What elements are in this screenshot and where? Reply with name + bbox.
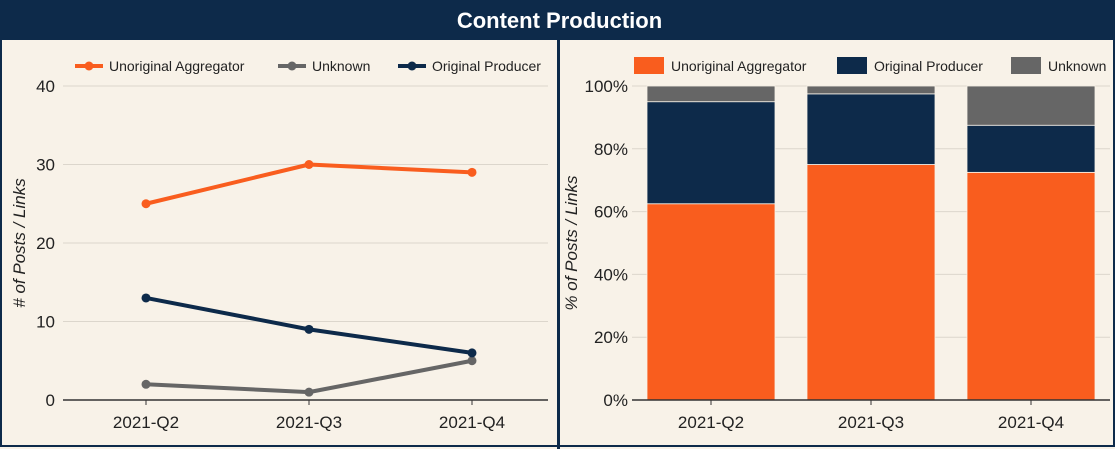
- data-point-aggregator: [141, 199, 151, 209]
- y-tick-label-40: 40%: [594, 265, 628, 284]
- legend-label-aggregator: Unoriginal Aggregator: [109, 58, 245, 74]
- x-tick-label: 2021-Q4: [439, 413, 505, 432]
- y-tick-label-80: 80%: [594, 140, 628, 159]
- bar-segment-unknown: [806, 85, 936, 95]
- y-tick-label-10: 10: [36, 313, 55, 332]
- legend-label-producer: Original Producer: [432, 58, 541, 74]
- y-tick-label-20: 20%: [594, 328, 628, 347]
- bar-segment-unknown: [646, 85, 776, 103]
- legend-label-aggregator: Unoriginal Aggregator: [671, 58, 807, 74]
- y-tick-label-100: 100%: [585, 77, 628, 96]
- bar-segment-producer: [646, 101, 776, 205]
- bar-segment-producer: [806, 93, 936, 165]
- data-point-aggregator: [304, 160, 314, 169]
- panel-divider: [557, 40, 560, 449]
- x-tick-label: 2021-Q3: [276, 413, 342, 432]
- x-tick-label: 2021-Q2: [678, 413, 744, 432]
- dashboard-title: Content Production: [2, 2, 1115, 40]
- y-tick-label-60: 60%: [594, 203, 628, 222]
- legend-label-unknown: Unknown: [1048, 58, 1106, 74]
- data-point-aggregator: [467, 167, 477, 177]
- bar-segment-aggregator: [806, 164, 936, 401]
- x-tick-label: 2021-Q2: [113, 413, 179, 432]
- legend-swatch-aggregator: [634, 57, 664, 74]
- bar-segment-producer: [966, 124, 1096, 173]
- data-point-unknown: [304, 387, 314, 397]
- data-point-producer: [304, 324, 314, 334]
- data-point-unknown: [467, 356, 477, 366]
- legend-marker-producer: [407, 61, 417, 71]
- y-axis-label: % of Posts / Links: [562, 175, 581, 311]
- x-tick-label: 2021-Q3: [838, 413, 904, 432]
- legend-label-unknown: Unknown: [312, 58, 370, 74]
- data-point-unknown: [141, 379, 151, 389]
- bar-segment-aggregator: [646, 203, 776, 401]
- y-tick-label-0: 0%: [603, 391, 628, 410]
- data-point-producer: [467, 348, 477, 358]
- data-point-producer: [141, 293, 151, 303]
- legend-label-producer: Original Producer: [874, 58, 983, 74]
- legend-swatch-producer: [837, 57, 867, 74]
- y-tick-label-40: 40: [36, 77, 55, 96]
- y-tick-label-0: 0: [46, 391, 55, 410]
- x-tick-label: 2021-Q4: [998, 413, 1064, 432]
- line-chart: 0 10 20 30 40 2021-Q2 2021-Q3 2021-Q4 # of Posts…: [10, 58, 548, 432]
- legend-marker-unknown: [287, 61, 297, 71]
- y-tick-label-30: 30: [36, 156, 55, 175]
- legend-marker-aggregator: [84, 61, 94, 71]
- bar-segment-unknown: [966, 85, 1096, 126]
- y-tick-label-20: 20: [36, 234, 55, 253]
- legend-swatch-unknown: [1011, 57, 1041, 74]
- bar-segment-aggregator: [966, 171, 1096, 401]
- y-axis-label: # of Posts / Links: [10, 178, 29, 308]
